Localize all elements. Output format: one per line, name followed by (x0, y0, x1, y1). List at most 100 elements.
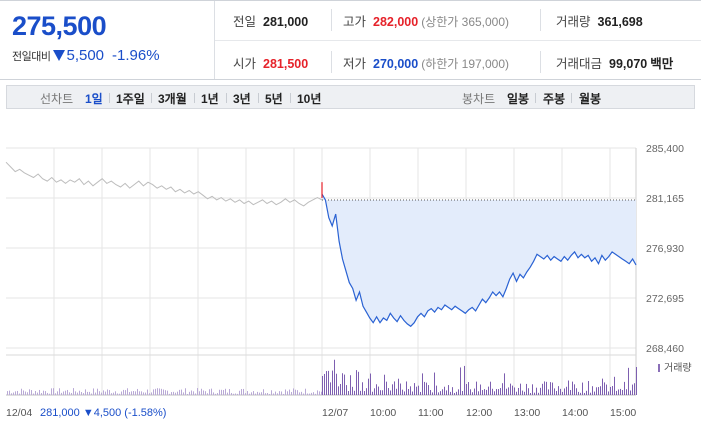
volume-bar (73, 388, 74, 395)
volume-bar (173, 391, 174, 395)
volume-bar (249, 393, 250, 395)
volume-bar (199, 391, 200, 395)
volume-bar (512, 385, 513, 395)
volume-bar (574, 384, 575, 395)
volume-bar (69, 392, 70, 395)
y-axis-ticks: 285,400 281,165 276,930 272,695 268,460 (646, 143, 684, 355)
volume-bar (624, 381, 625, 395)
volume-bar (336, 373, 337, 395)
volume-bar (562, 391, 563, 395)
volume-bar (39, 389, 40, 395)
divider (290, 93, 291, 103)
candle-weekly-button[interactable]: 주봉 (543, 92, 566, 106)
volume-bar (504, 373, 505, 395)
stat-amount: 거래대금 99,070 백만 (556, 53, 673, 72)
volume-bar (317, 390, 318, 395)
x-tick-label: 12/04 (6, 407, 32, 419)
volume-bar (618, 389, 619, 395)
stock-summary-header: 275,500 전일대비 5,500 -1.96% 전일 281,000 고가 282,… (0, 0, 701, 80)
volume-bar (45, 391, 46, 395)
period-1d-button[interactable]: 1일 (85, 92, 103, 106)
volume-bar (406, 381, 407, 395)
volume-bar (167, 390, 168, 395)
volume-bar (227, 392, 228, 395)
volume-bar (229, 389, 230, 395)
volume-bar (364, 391, 365, 395)
volume-bar (11, 393, 12, 395)
volume-bar (53, 388, 54, 395)
volume-bar (488, 386, 489, 395)
prev-day-price-line (5, 161, 323, 207)
header-row-divider (215, 40, 701, 41)
volume-bar (492, 388, 493, 395)
y-tick-label: 281,165 (646, 193, 684, 205)
volume-bar (344, 374, 345, 395)
volume-bar (346, 385, 347, 395)
volume-bar (604, 382, 605, 395)
volume-bar (626, 389, 627, 395)
today-area-fill (322, 194, 636, 327)
volume-bar (137, 388, 138, 395)
period-3m-button[interactable]: 3개월 (158, 92, 187, 106)
volume-bar (279, 391, 280, 395)
volume-bar (145, 392, 146, 395)
volume-bar (324, 373, 325, 395)
period-1y-button[interactable]: 1년 (201, 92, 219, 106)
volume-bar (554, 388, 555, 395)
period-10y-button[interactable]: 10년 (297, 92, 322, 106)
volume-bar (121, 391, 122, 395)
volume-bar (390, 390, 391, 395)
period-3y-button[interactable]: 3년 (233, 92, 251, 106)
volume-bar (245, 393, 246, 395)
volume-bar (414, 383, 415, 395)
volume-bar (283, 393, 284, 395)
intraday-price-chart: 285,400 281,165 276,930 272,695 268,460 12/0… (5, 143, 692, 419)
stat-label: 저가 (343, 57, 367, 71)
volume-bar (384, 374, 385, 395)
volume-bar (398, 378, 399, 395)
upper-limit: (상한가 365,000) (421, 15, 510, 29)
volume-bar (544, 381, 545, 395)
volume-bar (358, 371, 359, 395)
volume-bar (103, 390, 104, 395)
volume-bar (61, 392, 62, 395)
volume-bar (354, 390, 355, 395)
volume-bar (135, 391, 136, 395)
volume-bar (442, 389, 443, 395)
volume-bar (79, 390, 80, 395)
volume-bar (622, 390, 623, 395)
volume-bar (265, 393, 266, 395)
divider (540, 9, 541, 31)
volume-bar (19, 393, 20, 395)
volume-bar (498, 389, 499, 395)
x-tick-label: 12:00 (466, 407, 492, 419)
volume-bar (340, 383, 341, 395)
change-row: 전일대비 5,500 -1.96% (12, 47, 160, 64)
volume-bar (213, 392, 214, 395)
period-1w-button[interactable]: 1주일 (116, 92, 145, 106)
x-tick-label: 13:00 (514, 407, 540, 419)
volume-bar (217, 393, 218, 395)
volume-bar (321, 391, 322, 395)
volume-bar (412, 391, 413, 395)
candle-daily-button[interactable]: 일봉 (507, 92, 530, 106)
volume-bar (263, 389, 264, 395)
volume-bar (424, 381, 425, 395)
volume-bar (43, 390, 44, 395)
period-5y-button[interactable]: 5년 (265, 92, 283, 106)
volume-bar (97, 388, 98, 395)
volume-bar (620, 388, 621, 395)
volume-bar (179, 389, 180, 395)
volume-bar (456, 391, 457, 395)
volume-bar (85, 389, 86, 395)
volume-bar (328, 370, 329, 395)
candle-monthly-button[interactable]: 월봉 (579, 92, 602, 106)
volume-bar (259, 392, 260, 395)
volume-bar (570, 390, 571, 395)
volume-bar (410, 386, 411, 395)
volume-bar (450, 391, 451, 395)
volume-bar (91, 393, 92, 395)
volume-bar (311, 392, 312, 395)
volume-bar (41, 393, 42, 395)
volume-bar (159, 388, 160, 395)
